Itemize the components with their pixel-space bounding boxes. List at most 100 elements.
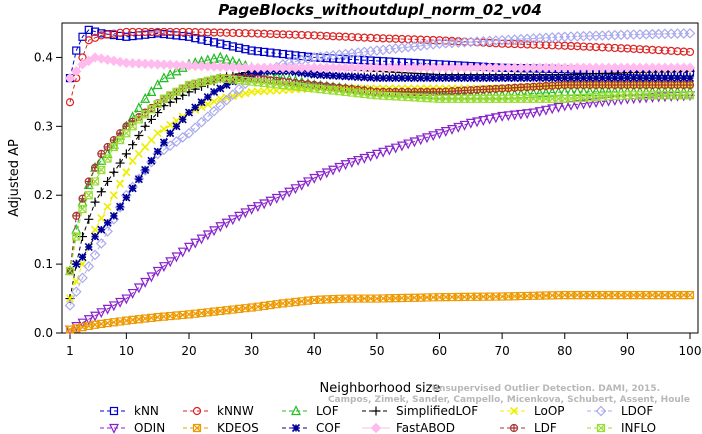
data-point [208, 105, 220, 117]
series-inflo [65, 74, 695, 276]
data-point [109, 211, 118, 220]
data-point [215, 222, 226, 233]
x-tick-label: 1 [66, 344, 74, 358]
data-point [178, 31, 187, 41]
data-point [553, 102, 564, 113]
series-line [69, 32, 691, 306]
data-point [316, 31, 325, 40]
data-point [133, 283, 144, 294]
series-line [69, 70, 690, 272]
data-point [560, 41, 569, 50]
data-point [159, 125, 169, 134]
data-point [573, 42, 582, 51]
data-point [591, 98, 602, 109]
y-axis: 0.0 0.1 0.2 0.3 0.4 [34, 50, 62, 340]
data-point [396, 141, 407, 152]
data-point [184, 32, 194, 41]
data-point [566, 41, 576, 51]
data-point [259, 199, 270, 210]
data-point [114, 201, 126, 213]
data-point [121, 294, 132, 305]
data-point [184, 27, 194, 37]
data-point [422, 35, 432, 44]
data-point [522, 88, 533, 99]
data-point [429, 74, 438, 83]
data-point [679, 80, 688, 90]
data-point [353, 33, 363, 42]
data-point [591, 74, 601, 83]
x-axis: 1 10 20 30 40 50 60 70 80 90 100 [66, 333, 701, 358]
y-tick-label: 0.3 [34, 119, 53, 133]
data-point [209, 87, 219, 96]
data-point [335, 54, 344, 63]
data-point [153, 147, 162, 156]
data-point [166, 120, 175, 130]
data-point [642, 45, 651, 54]
series-ldf [65, 74, 695, 276]
data-point [597, 86, 608, 96]
data-point [247, 87, 256, 96]
data-point [72, 232, 81, 241]
data-point [685, 291, 695, 300]
data-point [108, 301, 119, 312]
x-tick-label: 40 [307, 344, 322, 358]
watermark-line-1: Unsupervised Outlier Detection. DAMI, 20… [432, 384, 660, 394]
data-point [529, 74, 538, 83]
data-point [341, 72, 350, 81]
data-point [65, 98, 75, 107]
data-point [310, 70, 319, 79]
data-point [623, 80, 632, 90]
data-point [83, 261, 95, 272]
data-point [535, 40, 544, 50]
data-point [97, 225, 106, 234]
data-point [473, 74, 482, 83]
data-point [65, 266, 75, 276]
data-point [196, 116, 207, 128]
data-point [321, 168, 332, 179]
x-tick-label: 20 [181, 344, 196, 358]
legend-marker [291, 423, 301, 433]
data-point [122, 193, 131, 202]
data-point [516, 74, 525, 83]
data-point [484, 114, 495, 125]
data-point [684, 27, 696, 39]
data-point [153, 129, 162, 138]
data-point [679, 74, 688, 83]
data-point [64, 72, 76, 84]
data-point [460, 74, 469, 83]
data-point [479, 74, 488, 83]
data-point [128, 31, 137, 41]
chart-title: PageBlocks_withoutdupl_norm_02_v04 [218, 1, 542, 19]
data-point [121, 149, 131, 159]
data-point [385, 74, 394, 83]
data-point [673, 80, 682, 90]
series-fastabod [64, 52, 696, 84]
data-point [465, 118, 476, 129]
data-point [90, 177, 100, 186]
x-tick-label: 50 [369, 344, 384, 358]
data-point [667, 80, 676, 90]
data-point [272, 30, 281, 39]
data-point [140, 121, 150, 131]
series-kdeos [65, 291, 695, 334]
legend-label: LDF [534, 421, 557, 434]
data-point [253, 87, 262, 96]
data-point [297, 30, 306, 40]
data-point [64, 300, 76, 311]
legend-label: ODIN [134, 421, 165, 434]
data-point [498, 39, 507, 48]
data-point [103, 154, 112, 163]
data-point [685, 74, 695, 83]
data-point [685, 91, 695, 100]
data-point [234, 211, 245, 222]
data-point [667, 46, 676, 56]
data-point [296, 180, 307, 191]
legend-marker [595, 405, 607, 417]
data-point [371, 149, 382, 160]
data-point [648, 74, 657, 83]
data-point [523, 40, 532, 49]
y-tick-label: 0.0 [34, 326, 53, 340]
data-point [228, 28, 237, 38]
data-point [391, 74, 400, 83]
data-point [654, 74, 663, 83]
